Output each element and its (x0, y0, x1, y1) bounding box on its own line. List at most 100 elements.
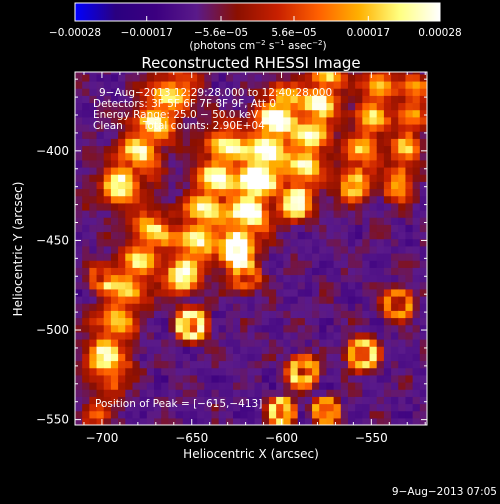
heatmap-cell (125, 267, 134, 276)
heatmap-cell (161, 152, 169, 161)
heatmap-cell (362, 202, 371, 211)
heatmap-cell (225, 224, 234, 233)
heatmap-cell (240, 281, 249, 290)
heatmap-cell (110, 331, 119, 340)
x-tick-label-2: −600 (265, 431, 298, 445)
heatmap-cell (225, 324, 234, 333)
heatmap-cell (419, 260, 427, 268)
heatmap-cell (412, 331, 421, 340)
heatmap-cell (347, 80, 356, 89)
heatmap-cell (211, 381, 220, 390)
heatmap-cell (139, 73, 148, 82)
heatmap-cell (96, 95, 105, 104)
heatmap-cell (161, 267, 169, 276)
heatmap-cell (161, 116, 169, 125)
heatmap-cell (189, 116, 198, 125)
heatmap-cell (240, 72, 249, 75)
heatmap-cell (139, 138, 148, 147)
heatmap-cell (419, 116, 427, 125)
heatmap-cell (103, 295, 112, 304)
heatmap-cell (75, 73, 83, 82)
heatmap-cell (391, 310, 399, 319)
heatmap-cell (362, 116, 371, 125)
heatmap-cell (103, 188, 112, 197)
heatmap-cell (312, 224, 320, 233)
heatmap-cell (340, 353, 349, 362)
heatmap-cell (204, 88, 213, 96)
heatmap-cell (247, 288, 256, 297)
heatmap-cell (125, 281, 134, 290)
heatmap-cell (233, 324, 241, 333)
heatmap-cell (154, 252, 162, 261)
heatmap-cell (333, 88, 342, 96)
heatmap-cell (247, 224, 256, 233)
heatmap-cell (405, 217, 414, 225)
heatmap-cell (218, 123, 227, 132)
heatmap-cell (312, 281, 320, 290)
heatmap-cell (261, 224, 270, 233)
heatmap-cell (225, 181, 234, 190)
heatmap-cell (182, 338, 191, 347)
heatmap-cell (405, 252, 414, 261)
heatmap-cell (276, 389, 284, 397)
heatmap-cell (211, 403, 220, 412)
heatmap-cell (154, 346, 162, 354)
heatmap-cell (369, 367, 378, 376)
heatmap-cell (297, 217, 306, 225)
heatmap-cell (405, 310, 414, 319)
heatmap-cell (211, 145, 220, 154)
heatmap-cell (347, 181, 356, 190)
heatmap-cell (168, 367, 177, 376)
heatmap-cell (355, 138, 363, 147)
heatmap-cell (75, 217, 83, 225)
heatmap-cell (319, 109, 328, 118)
heatmap-cell (304, 73, 313, 82)
heatmap-cell (175, 238, 184, 247)
heatmap-cell (211, 202, 220, 211)
heatmap-cell (283, 166, 292, 175)
heatmap-cell (240, 353, 249, 362)
heatmap-cell (261, 374, 270, 383)
heatmap-cell (175, 131, 184, 139)
heatmap-cell (125, 360, 134, 369)
heatmap-cell (304, 403, 313, 412)
heatmap-cell (261, 238, 270, 247)
heatmap-cell (290, 73, 299, 82)
heatmap-cell (233, 288, 241, 297)
heatmap-cell (369, 72, 378, 75)
heatmap-cell (412, 116, 421, 125)
heatmap-cell (405, 174, 414, 182)
heatmap-cell (297, 367, 306, 376)
heatmap-cell (197, 338, 205, 347)
heatmap-cell (89, 95, 98, 104)
heatmap-cell (405, 116, 414, 125)
heatmap-cell (405, 403, 414, 412)
heatmap-cell (240, 209, 249, 218)
heatmap-cell (146, 374, 155, 383)
heatmap-cell (197, 374, 205, 383)
heatmap-cell (412, 267, 421, 276)
heatmap-cell (297, 396, 306, 405)
heatmap-cell (161, 288, 169, 297)
heatmap-cell (304, 389, 313, 397)
heatmap-cell (304, 360, 313, 369)
colorbar-ticks: −0.00028 −0.00017 −5.6e−05 5.6e−05 0.00017 0.… (49, 16, 462, 39)
heatmap-cell (283, 245, 292, 254)
heatmap-cell (110, 73, 119, 82)
heatmap-cell (110, 209, 119, 218)
heatmap-cell (362, 303, 371, 311)
heatmap-cell (319, 209, 328, 218)
heatmap-cell (319, 374, 328, 383)
heatmap-cell (211, 396, 220, 405)
heatmap-cell (412, 202, 421, 211)
heatmap-cell (82, 102, 90, 111)
heatmap-cell (254, 303, 263, 311)
heatmap-cell (268, 331, 277, 340)
heatmap-cell (283, 417, 292, 425)
heatmap-cell (261, 274, 270, 283)
heatmap-cell (197, 188, 205, 197)
heatmap-cell (118, 367, 126, 376)
heatmap-cell (168, 338, 177, 347)
heatmap-cell (376, 145, 385, 154)
heatmap-cell (247, 346, 256, 354)
